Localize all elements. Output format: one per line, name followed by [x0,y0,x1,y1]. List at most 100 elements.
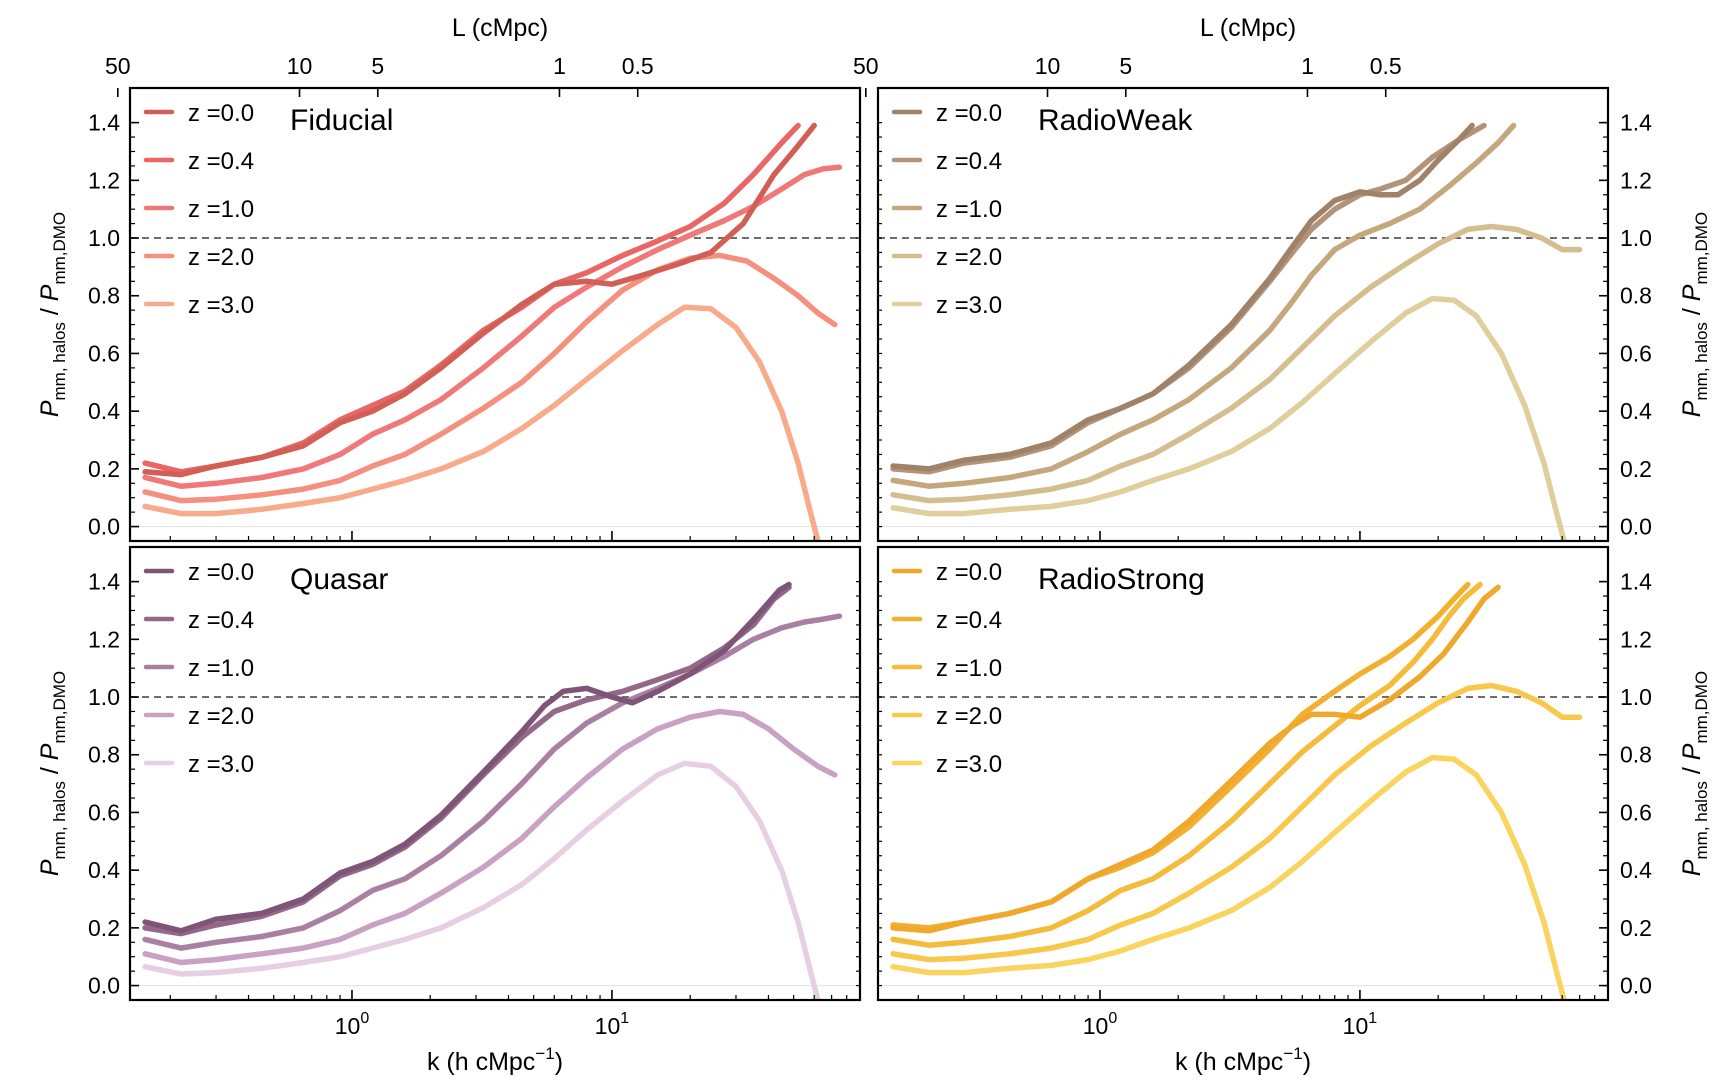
y-tick-label: 0.4 [1620,398,1652,424]
y-tick-label: 1.2 [1620,167,1652,193]
legend-label: z =0.0 [188,559,254,586]
y-tick-label: 0.8 [88,742,120,768]
legend-label: z =0.0 [936,100,1002,127]
top-tick-label: 1 [1301,53,1314,79]
panel-title: Fiducial [290,104,393,137]
y-tick-label: 0.2 [88,915,120,941]
top-axis-label: L (cMpc) [452,14,548,42]
y-tick-label: 1.4 [88,110,120,136]
legend-label: z =0.4 [188,607,254,634]
legend-label: z =2.0 [936,703,1002,730]
y-tick-label: 0.8 [88,283,120,309]
y-tick-label: 1.0 [88,684,120,710]
panel-radiostrong: 0.0 0.2 0.4 0.6 0.8 1.0 1.2 1.4 100 101 k (h cMpc−… [876,545,1711,1076]
series-line-quasar-0 [142,581,792,934]
legend-label: z =3.0 [188,751,254,778]
series-line-quasar-3 [142,708,838,966]
y-tick-label: 1.2 [88,167,120,193]
legend-label: z =3.0 [936,751,1002,778]
y-tick-label: 0.0 [88,514,120,540]
y-tick-label: 0.4 [88,857,120,883]
legend: z =0.0 z =0.4 z =1.0 z =2.0 z =3.0 [143,559,254,778]
panel-title: RadioWeak [1038,104,1194,137]
series-line-radiostrong-4 [890,754,1567,1000]
series-line-radiostrong-3 [890,682,1583,963]
y-tick-label: 0.6 [88,340,120,366]
y-axis-label: Pmm, halos / Pmm,DMO [36,212,69,417]
top-tick-label: 1 [553,53,566,79]
x-tick-label: 100 [1083,1010,1118,1039]
y-tick-label: 1.0 [1620,225,1652,251]
series-group [142,581,843,1000]
series-line-radioweak-4 [890,295,1567,541]
series-group [142,122,843,541]
y-tick-label: 0.6 [1620,799,1652,825]
plot-frame [128,545,862,1002]
panel-quasar: 0.0 0.2 0.4 0.6 0.8 1.0 1.2 1.4 100 101 k (h cMpc−… [36,545,862,1076]
legend-label: z =0.4 [188,148,254,175]
y-tick-label: 0.0 [1620,973,1652,999]
series-group [890,581,1583,1000]
legend: z =0.0 z =0.4 z =1.0 z =2.0 z =3.0 [143,100,254,319]
legend-label: z =1.0 [188,655,254,682]
panel-fiducial: 0.0 0.2 0.4 0.6 0.8 1.0 1.2 1.4 50 10 5 1 0.5 L (cMpc… [36,14,862,543]
y-axis-label: Pmm, halos / Pmm,DMO [36,671,69,876]
series-line-radioweak-2 [890,122,1517,489]
legend-label: z =0.0 [936,559,1002,586]
top-tick-label: 5 [1119,53,1132,79]
x-tick-label: 101 [1343,1010,1378,1039]
series-line-quasar-2 [142,613,843,951]
y-tick-label: 1.4 [88,569,120,595]
y-tick-label: 1.4 [1620,110,1652,136]
y-axis-label: Pmm, halos / Pmm,DMO [1678,671,1711,876]
y-tick-label: 0.6 [1620,340,1652,366]
y-tick-label: 1.4 [1620,569,1652,595]
legend-label: z =0.4 [936,607,1002,634]
series-line-quasar-4 [142,760,821,1000]
plot-frame [876,86,1610,543]
legend: z =0.0 z =0.4 z =1.0 z =2.0 z =3.0 [891,559,1002,778]
series-line-fiducial-4 [142,304,821,541]
legend-label: z =1.0 [936,196,1002,223]
top-tick-label: 50 [105,53,131,79]
series-line-fiducial-0 [142,122,817,478]
series-line-fiducial-2 [142,164,843,489]
panel-title: RadioStrong [1038,563,1205,596]
legend-label: z =1.0 [188,196,254,223]
top-tick-label: 10 [287,53,313,79]
series-line-radiostrong-0 [890,584,1501,934]
series-group [890,122,1583,541]
x-axis-label: k (h cMpc−1) [427,1044,563,1076]
plot-frame [128,86,862,543]
series-line-fiducial-3 [142,252,838,504]
plot-frame [876,545,1610,1002]
y-tick-label: 1.2 [88,626,120,652]
y-tick-label: 0.4 [1620,857,1652,883]
legend-label: z =2.0 [936,244,1002,271]
y-tick-label: 1.0 [88,225,120,251]
top-tick-label: 50 [853,53,879,79]
top-tick-label: 10 [1035,53,1061,79]
series-line-radioweak-3 [890,223,1583,504]
y-tick-label: 0.6 [88,799,120,825]
legend-label: z =2.0 [188,703,254,730]
legend-label: z =3.0 [188,292,254,319]
y-tick-label: 1.2 [1620,626,1652,652]
x-tick-label: 100 [335,1010,370,1039]
legend-label: z =0.0 [188,100,254,127]
legend-label: z =0.4 [936,148,1002,175]
top-axis-label: L (cMpc) [1200,14,1296,42]
y-axis-label: Pmm, halos / Pmm,DMO [1678,212,1711,417]
y-tick-label: 1.0 [1620,684,1652,710]
top-tick-label: 0.5 [622,53,654,79]
series-line-radiostrong-2 [890,581,1483,948]
legend-label: z =3.0 [936,292,1002,319]
top-tick-label: 0.5 [1370,53,1402,79]
y-tick-label: 0.8 [1620,283,1652,309]
y-tick-label: 0.0 [88,973,120,999]
legend-label: z =1.0 [936,655,1002,682]
series-line-radioweak-0 [890,122,1475,472]
x-axis-label: k (h cMpc−1) [1175,1044,1311,1076]
legend-label: z =2.0 [188,244,254,271]
